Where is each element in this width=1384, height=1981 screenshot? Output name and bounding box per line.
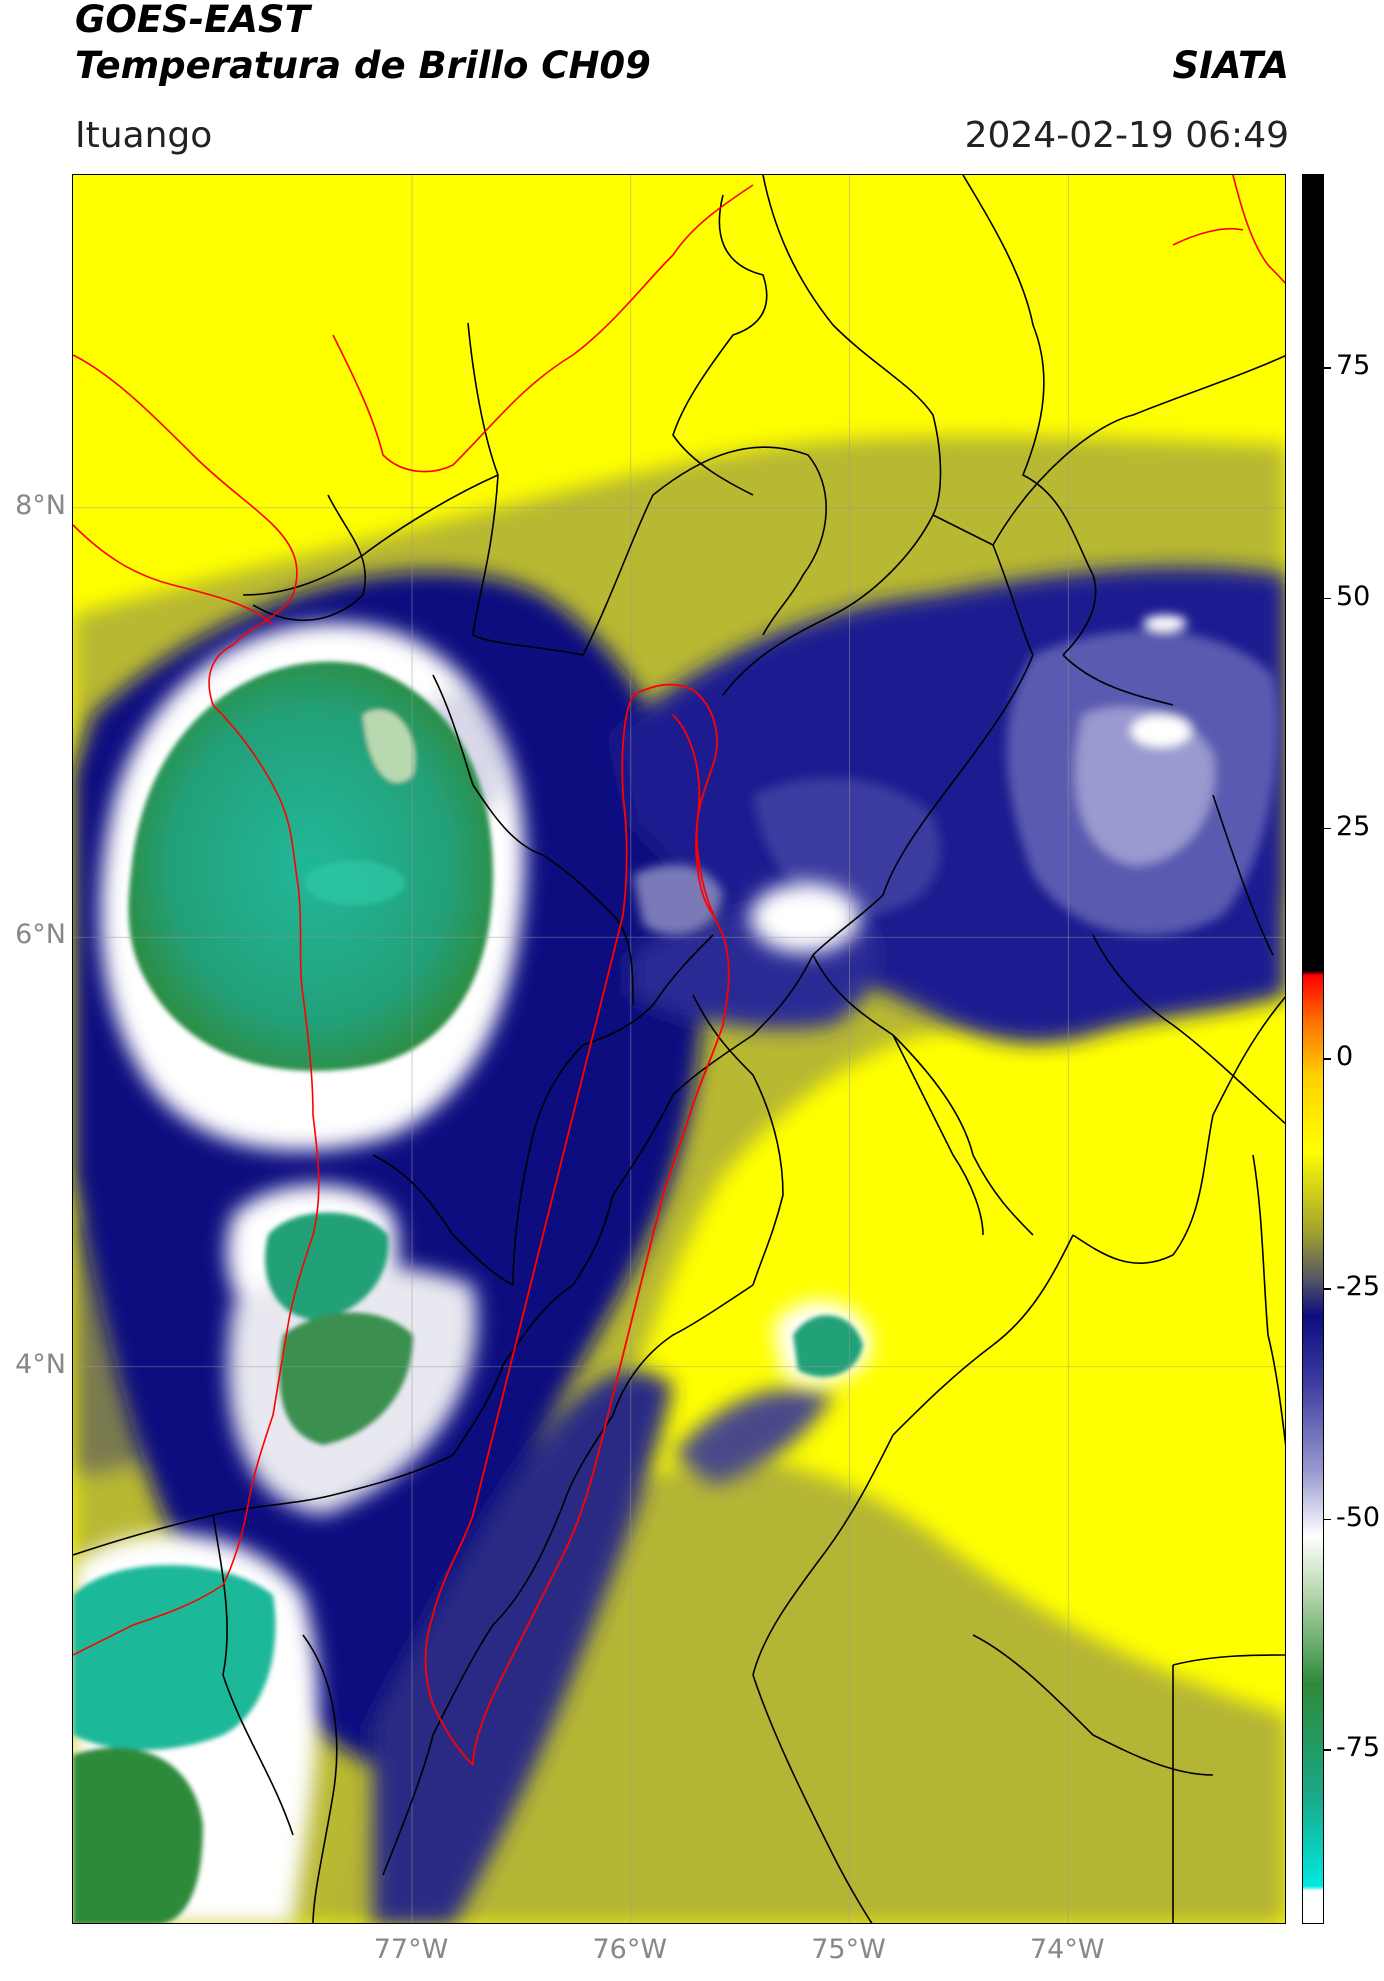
colorbar-tick-mark xyxy=(1324,597,1331,600)
brand-label: SIATA xyxy=(1172,44,1289,87)
lon-tick-label: 74°W xyxy=(1029,1934,1105,1965)
colorbar xyxy=(1302,174,1324,1924)
location-label: Ituango xyxy=(75,115,213,156)
map-canvas xyxy=(73,175,1285,1923)
east-system-interior xyxy=(633,615,1279,936)
colorbar-tick-label: 75 xyxy=(1336,350,1371,382)
lon-tick-label: 76°W xyxy=(592,1934,668,1965)
colorbar-tick-mark xyxy=(1324,1058,1331,1060)
colorbar-tick-label: -25 xyxy=(1336,1271,1381,1303)
title-line1: GOES-EAST xyxy=(75,0,310,41)
colorbar-tick-label: 0 xyxy=(1336,1041,1354,1073)
colorbar-tick-mark xyxy=(1324,1749,1331,1751)
lat-tick-label: 8°N xyxy=(15,489,66,521)
lat-tick-label: 4°N xyxy=(15,1348,66,1380)
colorbar-tick-mark xyxy=(1324,1518,1331,1521)
colorbar-tick-mark xyxy=(1324,367,1331,369)
graticule xyxy=(73,175,1285,1923)
coastline xyxy=(73,175,1285,1656)
lat-tick-label: 6°N xyxy=(15,919,66,951)
colorbar-tick-mark xyxy=(1324,827,1331,830)
colorbar-tick-mark xyxy=(1324,1288,1331,1290)
colorbar-tick-label: 50 xyxy=(1336,580,1371,612)
admin-borders xyxy=(73,175,1285,1923)
cold-cloud-tops xyxy=(73,661,863,1923)
ituango-region-outline[interactable] xyxy=(424,683,730,1766)
datetime-label: 2024-02-19 06:49 xyxy=(964,115,1289,156)
colorbar-tick-label: -50 xyxy=(1336,1501,1381,1533)
colorbar-tick-label: 25 xyxy=(1336,810,1371,842)
lon-tick-label: 77°W xyxy=(373,1934,449,1965)
colorbar-tick-label: -75 xyxy=(1336,1732,1381,1763)
title-line2: Temperatura de Brillo CH09 xyxy=(75,44,651,87)
satellite-map[interactable] xyxy=(72,174,1286,1924)
lon-tick-label: 75°W xyxy=(811,1934,886,1965)
